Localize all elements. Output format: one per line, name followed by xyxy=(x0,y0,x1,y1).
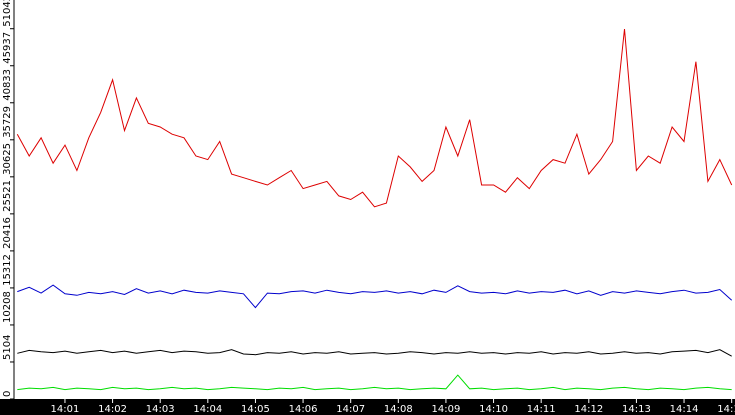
x-tick-label: 14:06 xyxy=(289,404,318,415)
x-tick-label: 14:01 xyxy=(51,404,80,415)
y-tick-label: 35729 xyxy=(2,106,13,138)
x-tick-label: 14:02 xyxy=(98,404,127,415)
series-line xyxy=(16,28,733,208)
x-tick-label: 14:08 xyxy=(384,404,413,415)
x-tick-label: 14:09 xyxy=(432,404,461,415)
x-tick-label: 14:03 xyxy=(146,404,175,415)
y-tick-label: 40833 xyxy=(2,69,13,101)
y-tick-label: 25521 xyxy=(2,180,13,212)
x-tick-label: 14:05 xyxy=(241,404,270,415)
x-tick-label: 14:12 xyxy=(574,404,603,415)
x-tick-label: 14:07 xyxy=(336,404,365,415)
x-tick-label: 14:10 xyxy=(479,404,508,415)
series-line xyxy=(17,284,733,309)
y-tick-label: 10208 xyxy=(2,291,13,323)
x-tick-label: 14:14 xyxy=(670,404,699,415)
x-tick-label: 14:11 xyxy=(527,404,556,415)
y-tick-label: 20416 xyxy=(2,217,13,249)
x-tick-label: 14:04 xyxy=(193,404,222,415)
y-tick-label: 51042 xyxy=(2,0,13,27)
x-axis-bar xyxy=(0,399,735,415)
x-tick-label: 14:15 xyxy=(717,404,735,415)
y-tick-label: 0 xyxy=(2,391,13,397)
series-line xyxy=(17,374,732,391)
y-tick-label: 30625 xyxy=(2,143,13,175)
series-line xyxy=(17,349,732,357)
x-tick-label: 14:13 xyxy=(622,404,651,415)
y-tick-label: 5104 xyxy=(2,335,13,360)
y-tick-label: 15312 xyxy=(2,254,13,286)
y-tick-label: 45937 xyxy=(2,32,13,64)
